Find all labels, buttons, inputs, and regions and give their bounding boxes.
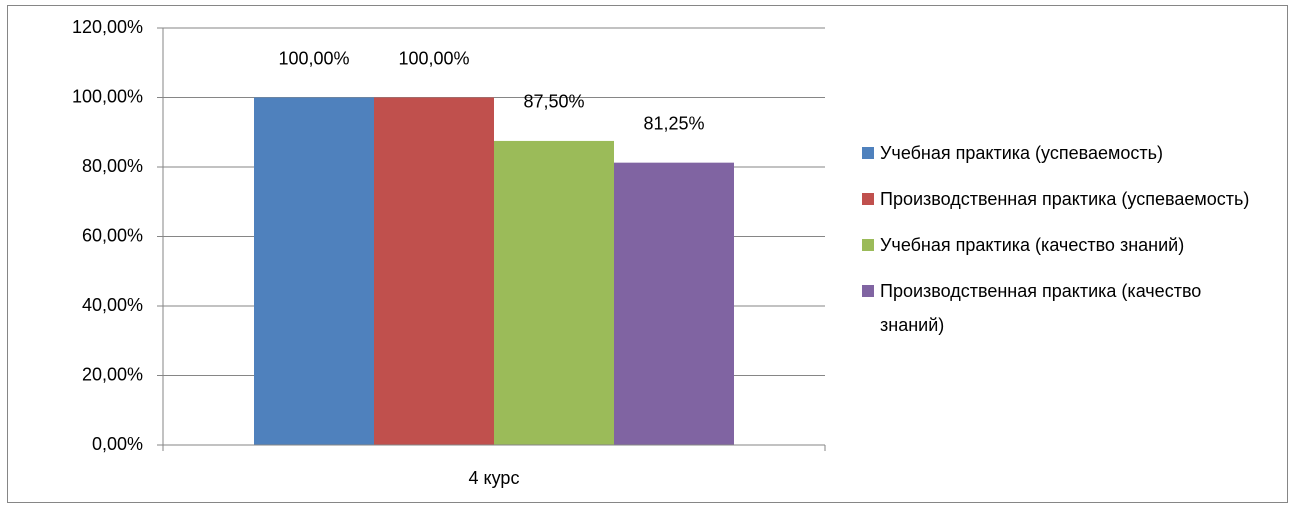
y-tick-label: 80,00% <box>82 156 143 176</box>
x-tick-label: 4 курс <box>469 468 520 488</box>
bar <box>494 140 614 445</box>
y-tick-label: 0,00% <box>92 434 143 454</box>
legend-swatch <box>862 239 874 251</box>
data-label: 100,00% <box>398 48 469 68</box>
y-tick-label: 100,00% <box>72 86 143 106</box>
y-tick-label: 120,00% <box>72 17 143 37</box>
y-tick-label: 40,00% <box>82 295 143 315</box>
chart-border <box>7 5 1288 503</box>
legend-item: Производственная практика (успеваемость) <box>860 182 1265 216</box>
legend-swatch <box>862 285 874 297</box>
data-label: 100,00% <box>278 48 349 68</box>
legend-label: Производственная практика (успеваемость) <box>880 189 1250 209</box>
legend-item: Производственная практика (качество знан… <box>860 274 1265 342</box>
bar <box>614 162 734 445</box>
legend-item: Учебная практика (качество знаний) <box>860 228 1265 262</box>
legend-label: Производственная практика (качество знан… <box>880 281 1202 335</box>
data-label: 81,25% <box>643 113 704 133</box>
y-tick-label: 60,00% <box>82 225 143 245</box>
bar <box>374 97 494 445</box>
legend-swatch <box>862 147 874 159</box>
y-tick-label: 20,00% <box>82 364 143 384</box>
legend: Учебная практика (успеваемость) Производс… <box>860 136 1265 354</box>
data-label: 87,50% <box>523 92 584 112</box>
legend-label: Учебная практика (качество знаний) <box>880 235 1185 255</box>
legend-item: Учебная практика (успеваемость) <box>860 136 1265 170</box>
bar <box>254 97 374 445</box>
legend-swatch <box>862 193 874 205</box>
legend-label: Учебная практика (успеваемость) <box>880 143 1163 163</box>
